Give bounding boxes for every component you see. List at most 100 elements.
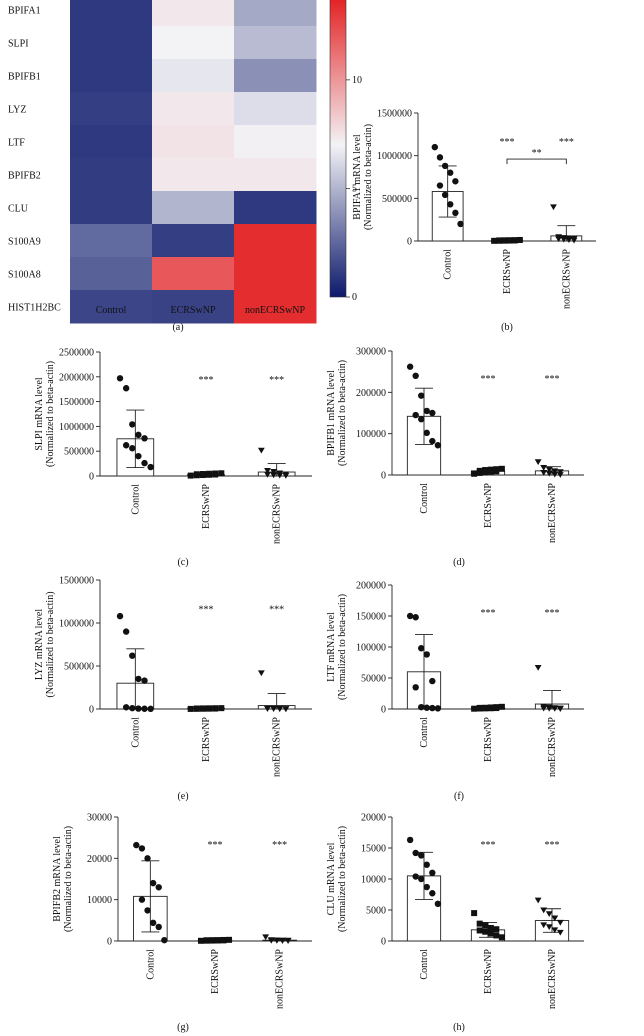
panel-b-y-tick-label: 1500000: [377, 109, 412, 120]
panel-c-data-point: [129, 445, 136, 452]
panel-h-data-point: [476, 920, 483, 927]
heatmap-cell-bpifa1-ecrswnp: [152, 0, 235, 27]
panel-label-a: (a): [172, 322, 183, 333]
panel-f-data-point: [429, 704, 436, 712]
panel-f-category-label: Control: [419, 717, 430, 748]
heatmap-cell-slpi-ecrswnp: [152, 26, 235, 60]
panel-h-data-point: [434, 900, 442, 907]
panel-c-significance-label: ***: [199, 375, 214, 386]
panel-f-data-point: [545, 705, 553, 712]
panel-e-category-label: Control: [130, 717, 141, 748]
heatmap-cell-lyz-nonecrswnp: [234, 92, 317, 126]
panel-e-data-point: [116, 612, 124, 620]
panel-b-data-point: [436, 154, 444, 161]
heatmap-row-label: BPIFB1: [8, 72, 41, 83]
panel-f-data-point: [482, 704, 489, 711]
panel-b-y-tick-label: 1000000: [377, 151, 412, 162]
panel-h-data-point: [429, 869, 436, 876]
heatmap-cell-slpi-control: [70, 26, 153, 60]
panel-g-data-point: [144, 907, 151, 914]
panel-h-data-point: [556, 929, 564, 936]
panel-g-data-point: [267, 937, 275, 944]
panel-e-data-point: [276, 706, 284, 713]
panel-g-data-point: [133, 841, 140, 849]
panel-c-data-point: [135, 452, 142, 460]
panel-f-data-point: [412, 614, 419, 621]
panel-d-data-point: [551, 468, 559, 475]
panel-b-data-point: [570, 237, 578, 244]
panel-f-y-tick-label: 100000: [356, 643, 386, 654]
panel-h-y-tick-label: 20000: [361, 813, 386, 824]
panel-h-data-point: [487, 924, 494, 931]
panel-f-data-point: [434, 705, 442, 712]
heatmap-cell-bpifb1-ecrswnp: [152, 59, 235, 93]
panel-g-category-label: nonECRSwNP: [275, 949, 286, 1009]
heatmap-column-label: ECRSwNP: [170, 305, 215, 316]
panel-e-y-axis-label: LYZ mRNA level: [34, 609, 45, 680]
panel-f-y-axis-label: LTF mRNA level: [326, 612, 337, 682]
panel-b-data-point: [441, 191, 449, 199]
panel-d-significance-label: ***: [481, 374, 496, 385]
panel-b-data-point: [560, 236, 568, 243]
panel-b-data-point: [550, 204, 557, 211]
panel-label-h: (h): [453, 1022, 465, 1033]
heatmap-row-label: LYZ: [8, 105, 26, 116]
panel-d-data-point: [423, 429, 430, 437]
panel-h-category-label: ECRSwNP: [483, 949, 494, 994]
panel-f-y-tick-label: 0: [381, 705, 386, 716]
panel-f-data-point: [534, 664, 542, 671]
panel-c-data-point: [147, 463, 154, 471]
panel-h-data-point: [476, 927, 483, 934]
colorbar-tick-label: 5: [352, 183, 357, 194]
panel-e-data-point: [206, 705, 213, 712]
panel-h-y-tick-label: 0: [381, 937, 386, 948]
panel-f-y-tick-label: 50000: [361, 674, 386, 685]
panel-f-significance-label: ***: [481, 608, 496, 619]
panel-f-category-label: ECRSwNP: [483, 717, 494, 762]
panel-e-y-tick-label: 0: [89, 705, 94, 716]
panel-d-data-point: [498, 465, 505, 472]
panel-d-data-point: [482, 467, 489, 474]
panel-label-c: (c): [177, 557, 188, 568]
panel-f-data-point: [498, 703, 505, 710]
panel-d-data-point: [412, 411, 419, 419]
panel-d-data-point: [406, 363, 414, 370]
panel-c-data-point: [122, 385, 130, 392]
panel-b-data-point: [431, 143, 439, 151]
panel-d-data-point: [540, 465, 548, 471]
panel-g-data-point: [197, 937, 204, 944]
heatmap-cell-s100a9-nonecrswnp: [234, 224, 317, 258]
panel-g-data-point: [209, 937, 216, 944]
panel-h-data-point: [423, 883, 430, 891]
panel-e-data-point: [141, 677, 148, 684]
heatmap-cell-hist1h2bc-control: [70, 290, 153, 324]
panel-e-y-tick-label: 1500000: [59, 576, 94, 587]
panel-f-y-tick-label: 200000: [356, 581, 386, 592]
panel-d-y-tick-label: 100000: [356, 429, 386, 440]
panel-e-data-point: [218, 705, 225, 712]
panel-h-data-point: [545, 924, 553, 931]
panel-c-data-point: [218, 470, 225, 477]
panel-d-data-point: [471, 470, 478, 477]
panel-d-y-axis-label: (Normalized to beta-actin): [337, 360, 348, 466]
panel-h-data-point: [482, 928, 489, 935]
panel-h-data-point: [498, 934, 505, 941]
panel-c-y-tick-label: 2000000: [59, 372, 94, 383]
heatmap-cell-hist1h2bc-nonecrswnp: [234, 290, 317, 324]
panel-c-data-point: [206, 470, 213, 477]
panel-g-y-axis-label: BPIFB2 mRNA level: [52, 836, 63, 922]
panel-d-y-tick-label: 0: [381, 471, 386, 482]
panel-c-data-point: [270, 469, 278, 475]
heatmap-cell-bpifb2-control: [70, 158, 153, 192]
panel-e-data-point: [129, 652, 136, 659]
heatmap-row-label: LTF: [8, 138, 25, 149]
panel-c-data-point: [264, 468, 271, 474]
heatmap-row-label: BPIFB2: [8, 171, 41, 182]
panel-h-data-point: [406, 836, 414, 844]
panel-d-data-point: [429, 409, 436, 417]
heatmap-cell-bpifb1-nonecrswnp: [234, 59, 317, 93]
heatmap-cell-bpifb2-nonecrswnp: [234, 158, 317, 192]
panel-g-data-point: [138, 896, 146, 903]
panel-b-data-point: [457, 220, 464, 228]
